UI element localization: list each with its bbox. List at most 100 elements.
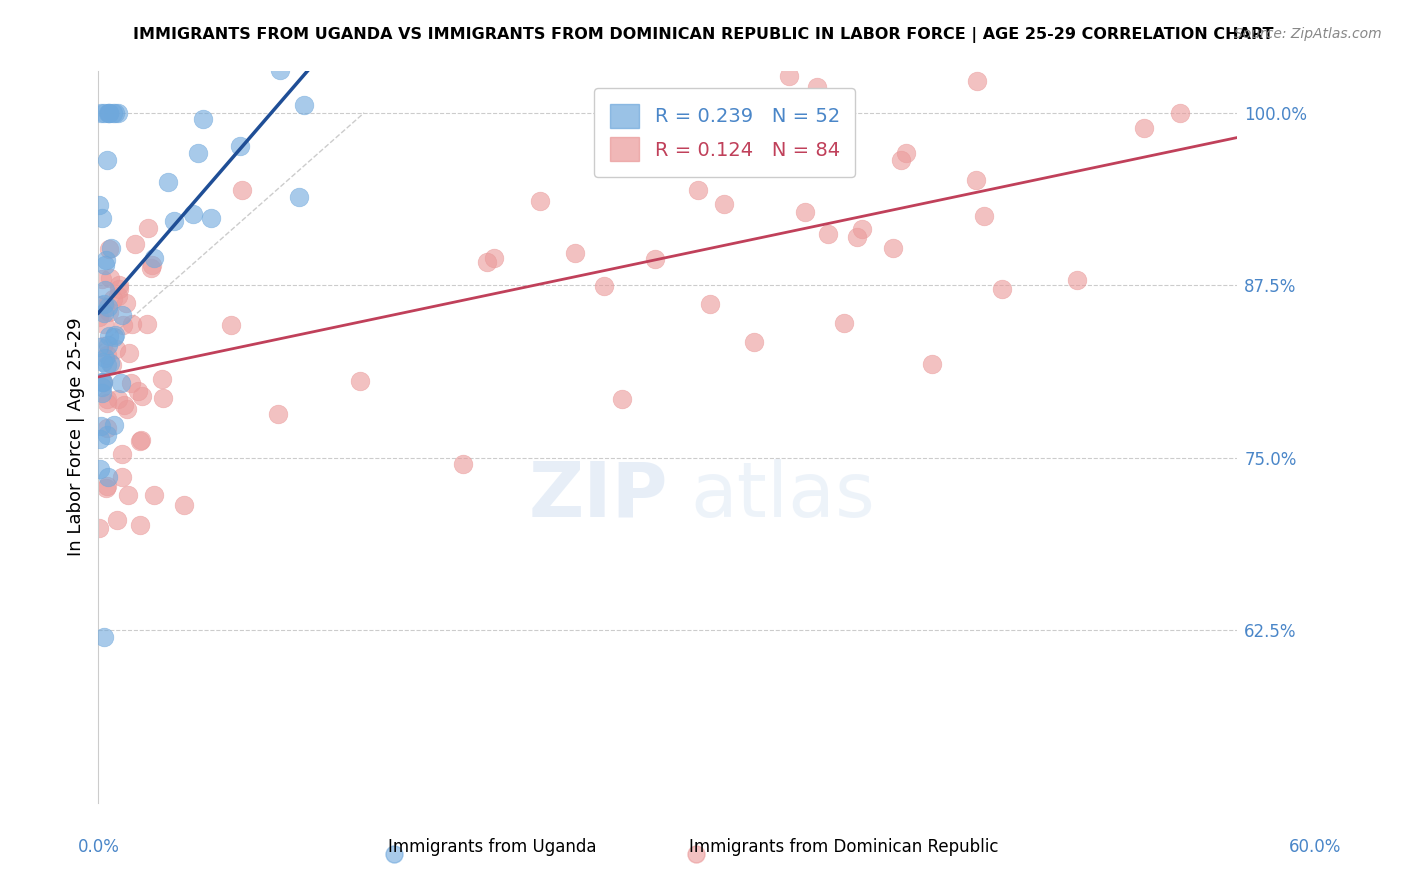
Point xyxy=(111,469,134,483)
Point xyxy=(98,242,121,256)
Text: 60.0%: 60.0% xyxy=(1288,838,1341,856)
Point xyxy=(111,308,134,322)
Point xyxy=(686,183,709,197)
Text: Source: ZipAtlas.com: Source: ZipAtlas.com xyxy=(1234,27,1381,41)
Point xyxy=(118,346,141,360)
Text: atlas: atlas xyxy=(690,458,876,533)
Point xyxy=(112,398,135,412)
Point xyxy=(96,395,118,409)
Point xyxy=(93,306,115,320)
Point xyxy=(593,279,616,293)
Point xyxy=(107,105,129,120)
Point xyxy=(484,251,506,265)
Point xyxy=(112,318,135,332)
Point xyxy=(101,292,124,306)
Point xyxy=(1066,272,1088,286)
Point xyxy=(644,252,666,266)
Point xyxy=(890,153,912,168)
Point xyxy=(475,254,498,268)
Point xyxy=(142,488,165,502)
Text: 0.0%: 0.0% xyxy=(77,838,120,856)
Point xyxy=(93,630,115,644)
Point xyxy=(121,317,143,331)
Point xyxy=(191,112,214,126)
Point xyxy=(269,63,291,78)
Point xyxy=(96,421,118,435)
Point xyxy=(793,204,815,219)
Point xyxy=(96,153,118,168)
Point xyxy=(87,340,110,354)
Point xyxy=(173,498,195,512)
Point xyxy=(451,457,474,471)
Point xyxy=(229,139,252,153)
Point xyxy=(288,190,311,204)
Point xyxy=(1078,29,1101,43)
Point xyxy=(281,36,304,50)
Point xyxy=(742,334,765,349)
Point xyxy=(267,407,290,421)
Point xyxy=(219,318,242,333)
Point xyxy=(349,375,371,389)
Point xyxy=(141,258,163,272)
Point xyxy=(91,376,114,390)
Point xyxy=(108,277,131,292)
Text: IMMIGRANTS FROM UGANDA VS IMMIGRANTS FROM DOMINICAN REPUBLIC IN LABOR FORCE | AG: IMMIGRANTS FROM UGANDA VS IMMIGRANTS FRO… xyxy=(132,27,1274,43)
Point xyxy=(564,246,586,260)
Point xyxy=(98,305,121,319)
Point xyxy=(973,209,995,223)
Point xyxy=(96,479,118,493)
Point xyxy=(127,384,149,398)
Point xyxy=(1170,105,1192,120)
Point xyxy=(97,470,120,484)
Point xyxy=(200,211,222,225)
Point xyxy=(382,847,405,862)
Point xyxy=(120,376,142,391)
Point xyxy=(91,385,114,400)
Point xyxy=(163,214,186,228)
Point xyxy=(93,317,115,331)
Point xyxy=(93,300,115,314)
Point xyxy=(107,282,129,296)
Point xyxy=(610,392,633,407)
Point xyxy=(115,296,138,310)
Point xyxy=(97,300,120,314)
Point xyxy=(97,105,120,120)
Point xyxy=(156,175,179,189)
Y-axis label: In Labor Force | Age 25-29: In Labor Force | Age 25-29 xyxy=(66,318,84,557)
Point xyxy=(89,310,111,324)
Point xyxy=(90,375,112,389)
Point xyxy=(96,428,118,442)
Point xyxy=(713,197,735,211)
Point xyxy=(96,392,118,406)
Point xyxy=(90,379,112,393)
Point xyxy=(97,105,120,120)
Point xyxy=(882,241,904,255)
Point xyxy=(150,371,173,385)
Point xyxy=(89,298,111,312)
Point xyxy=(131,389,153,403)
Point xyxy=(129,434,152,449)
Point xyxy=(94,283,117,297)
Point xyxy=(104,105,127,120)
Point xyxy=(685,847,707,862)
Point xyxy=(89,198,111,212)
Point xyxy=(98,105,121,120)
Point xyxy=(110,376,132,390)
Point xyxy=(143,251,166,265)
Point xyxy=(98,271,121,285)
Text: ZIP: ZIP xyxy=(529,458,668,533)
Point xyxy=(89,462,111,476)
Point xyxy=(292,97,315,112)
Point xyxy=(129,518,152,533)
Point xyxy=(105,513,128,527)
Point xyxy=(1132,121,1154,136)
Point xyxy=(115,402,138,417)
Point xyxy=(94,253,117,268)
Point xyxy=(104,327,127,342)
Point xyxy=(98,329,121,343)
Point xyxy=(100,241,122,255)
Text: Immigrants from Uganda: Immigrants from Uganda xyxy=(388,838,596,856)
Point xyxy=(98,356,121,370)
Point xyxy=(103,418,125,433)
Point xyxy=(832,316,855,330)
